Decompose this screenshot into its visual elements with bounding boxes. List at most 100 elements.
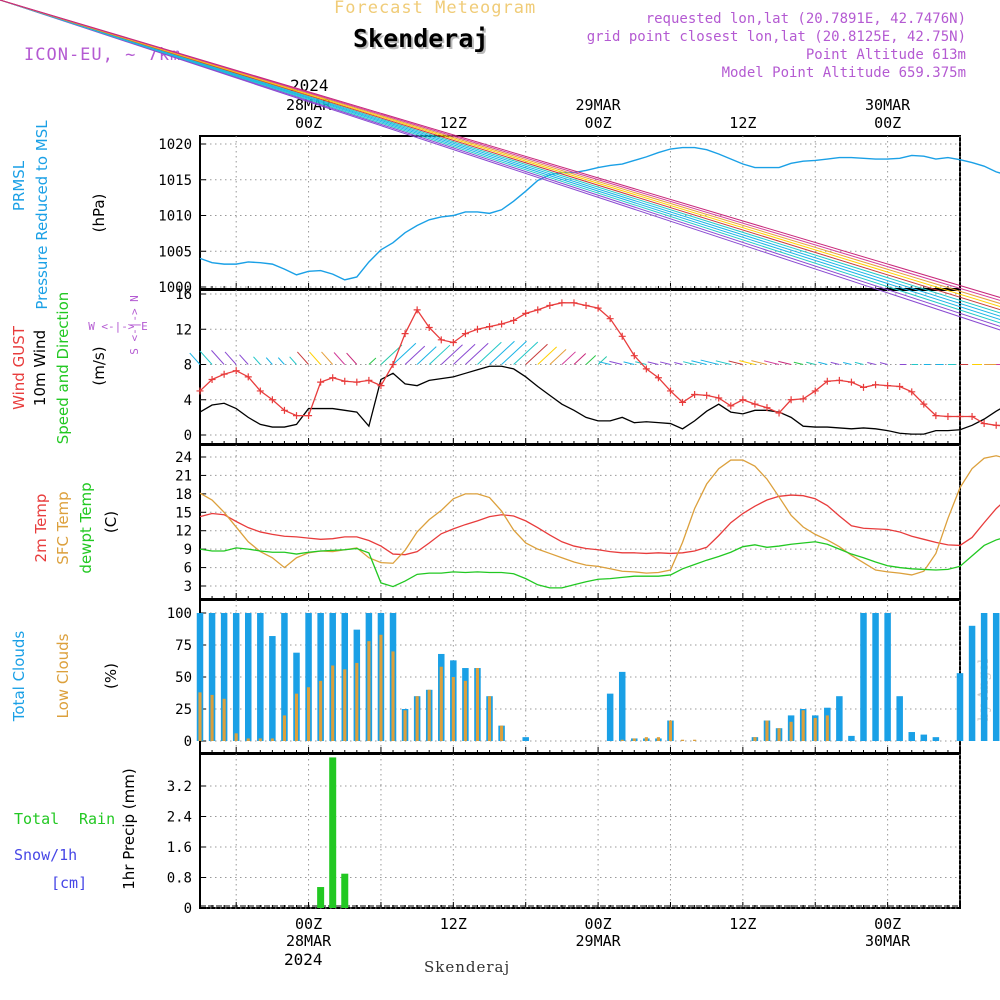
cloud-low-bar: [223, 699, 226, 741]
bottom-date-label: 29MAR: [576, 932, 622, 950]
panel-frame: [200, 754, 960, 908]
wind-gust-marker: [691, 391, 698, 398]
cloud-total-bar: [257, 613, 264, 741]
wind-gust-marker: [534, 306, 541, 313]
wind-direction-arrow: [538, 347, 557, 365]
wind-direction-arrow: [477, 342, 501, 364]
compass-ns-label: S <-|-> N: [128, 295, 141, 355]
wind-gust-marker: [498, 320, 505, 327]
wind-direction-arrow: [0, 0, 1000, 365]
wind-direction-arrow: [0, 0, 1000, 365]
wind-direction-arrow: [393, 343, 416, 364]
precip-total-label: Total: [14, 810, 59, 828]
wind-direction-arrow: [574, 354, 586, 365]
wind-gust-label: Wind GUST: [10, 325, 28, 410]
wind-direction-arrow: [290, 357, 297, 365]
pressure-unit-label: (hPa): [90, 194, 108, 233]
precip-rain-label: Rain: [79, 810, 115, 828]
wind-direction-arrow: [502, 341, 527, 364]
wind-direction-arrow: [0, 0, 1000, 365]
y-tick-label: 100: [167, 606, 192, 622]
top-hour-label: 00Z: [874, 114, 901, 132]
y-tick-label: 24: [175, 450, 192, 466]
cloud-low-bar: [428, 690, 431, 741]
cloud-low-bar: [826, 715, 829, 741]
wind-gust-marker: [474, 326, 481, 333]
top-hour-label: 12Z: [729, 114, 756, 132]
cloud-low-bar: [476, 668, 479, 741]
wind-direction-arrow: [0, 0, 1000, 365]
top-hour-label: 00Z: [585, 114, 612, 132]
wind-direction-arrow: [0, 0, 1000, 365]
cloud-low-bar: [645, 737, 648, 741]
temp-2m-line: [200, 482, 1000, 554]
cloud-total-bar: [896, 696, 903, 741]
cloud-low-bar: [657, 737, 660, 741]
cloud-total-bar: [969, 626, 976, 741]
wind-direction-arrow: [453, 344, 475, 364]
cloud-low-bar: [211, 695, 214, 741]
cloud-total-bar: [619, 672, 626, 741]
cloud-low-bar: [765, 721, 768, 741]
y-tick-label: 0: [184, 734, 192, 750]
cloud-total-bar: [957, 673, 964, 741]
cloud-low-bar: [343, 669, 346, 741]
cloud-low-bar: [367, 641, 370, 741]
wind-gust-marker: [751, 401, 758, 408]
pressure-label-prmsl: PRMSL: [10, 160, 28, 211]
wind-gust-marker: [739, 396, 746, 403]
wind-gust-line: [200, 303, 1000, 430]
wind-gust-marker: [957, 413, 964, 420]
wind-direction-arrow: [347, 353, 357, 364]
wind-direction-arrow: [729, 361, 743, 365]
precip-snow-unit-label: [cm]: [51, 874, 87, 892]
wind-direction-arrow: [0, 0, 1000, 365]
wind-direction-arrow: [369, 358, 376, 365]
y-tick-label: 15: [175, 505, 192, 521]
y-tick-label: 50: [175, 670, 192, 686]
y-tick-label: 25: [175, 702, 192, 718]
wind-gust-marker: [872, 381, 879, 388]
wind-direction-arrow: [405, 346, 425, 364]
cloud-low-bar: [681, 740, 684, 741]
cloud-low-bar: [259, 738, 262, 741]
y-tick-label: 4: [184, 393, 192, 409]
y-tick-label: 0: [184, 428, 192, 444]
y-tick-label: 12: [175, 524, 192, 540]
wind-direction-arrow: [843, 362, 851, 364]
cloud-low-bar: [790, 722, 793, 741]
wind-direction-arrow: [490, 341, 515, 364]
cloud-low-bar: [355, 663, 358, 741]
precip-bar: [341, 874, 348, 908]
cloud-low-bar: [777, 728, 780, 741]
wind-gust-marker: [317, 379, 324, 386]
cloud-total-bar: [245, 613, 252, 741]
temp-2m-label: 2m Temp: [32, 494, 50, 563]
cloud-low-bar: [693, 740, 696, 741]
y-tick-label: 21: [175, 468, 192, 484]
wind-direction-arrow: [526, 344, 548, 364]
cloud-total-bar: [921, 735, 928, 741]
wind-direction-arrow: [253, 357, 260, 365]
wind-direction-arrow: [278, 358, 284, 365]
y-tick-label: 1020: [158, 137, 192, 153]
bottom-hour-label: 12Z: [440, 915, 467, 933]
temp-unit-label: (C): [102, 511, 120, 533]
clouds-total-label: Total Clouds: [10, 631, 28, 723]
y-tick-label: 75: [175, 638, 192, 654]
pressure-line: [200, 148, 1000, 280]
cloud-total-bar: [860, 613, 867, 741]
y-tick-label: 1005: [158, 244, 192, 260]
cloud-total-bar: [933, 737, 940, 741]
temp-sfc-label: SFC Temp: [54, 491, 72, 564]
wind-direction-arrow: [562, 352, 576, 365]
wind-gust-marker: [583, 302, 590, 309]
wind-gust-marker: [329, 374, 336, 381]
wind-direction-arrow: [334, 353, 345, 365]
wind-direction-arrow: [0, 0, 1000, 365]
top-date-label: 30MAR: [865, 96, 911, 114]
wind-gust-marker: [715, 394, 722, 401]
cloud-low-bar: [633, 738, 636, 741]
cloud-total-bar: [269, 636, 276, 741]
wind-gust-marker: [836, 377, 843, 384]
